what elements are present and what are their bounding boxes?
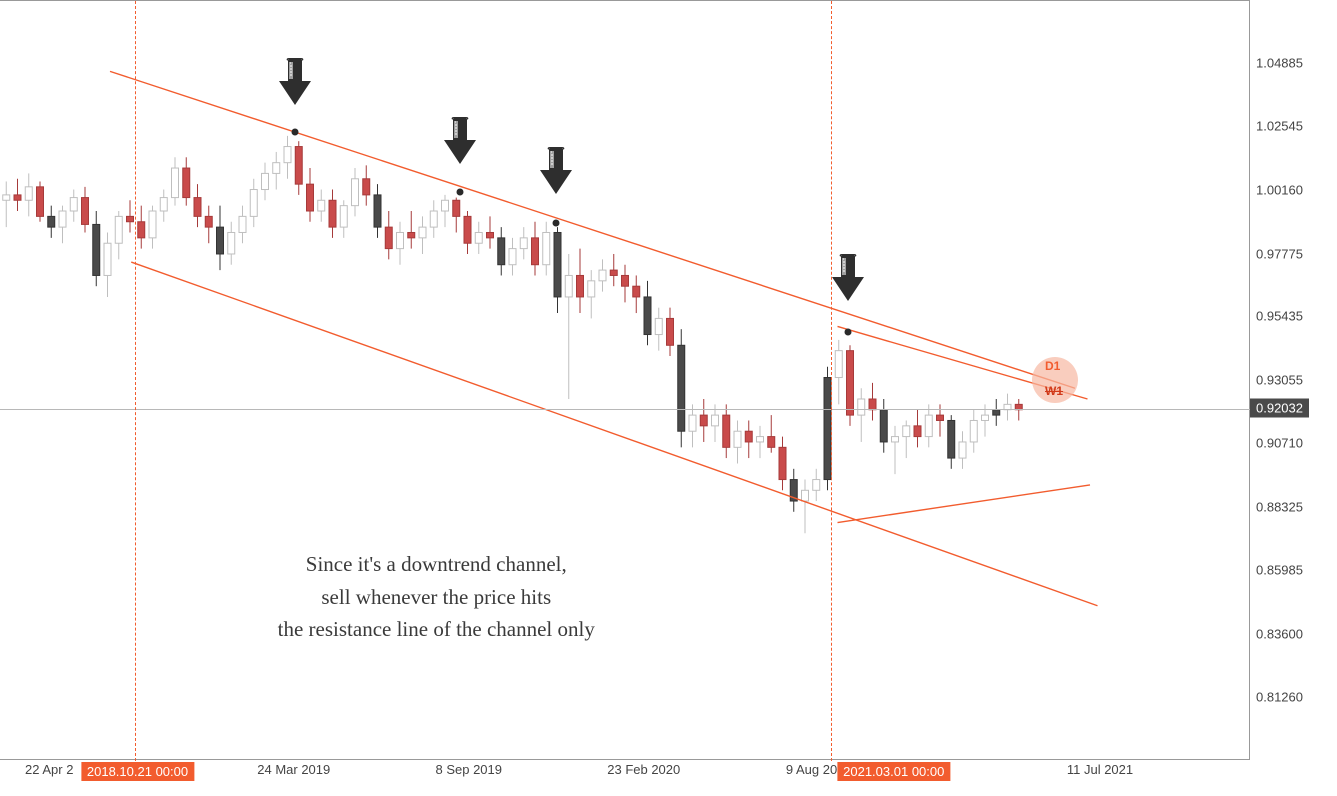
resistance-touch-arrow-icon bbox=[440, 116, 480, 176]
y-axis: 1.04885 1.02545 1.00160 0.97775 0.95435 0.930… bbox=[1250, 0, 1337, 760]
current-price-tag: 0.92032 bbox=[1250, 398, 1309, 417]
y-tick: 1.00160 bbox=[1256, 182, 1303, 197]
x-tick: 22 Apr 2 bbox=[25, 762, 73, 777]
resistance-touch-arrow-icon bbox=[275, 57, 315, 117]
plot-area[interactable]: D1 W1 Since it's a downtrend channel,sell… bbox=[0, 0, 1250, 760]
y-tick: 1.02545 bbox=[1256, 118, 1303, 133]
y-tick: 0.93055 bbox=[1256, 373, 1303, 388]
y-tick: 0.90710 bbox=[1256, 436, 1303, 451]
y-tick: 0.83600 bbox=[1256, 627, 1303, 642]
chart-container: D1 W1 Since it's a downtrend channel,sell… bbox=[0, 0, 1337, 796]
annotation-text: Since it's a downtrend channel,sell when… bbox=[206, 548, 666, 646]
trend-line-upper-channel bbox=[110, 71, 1075, 388]
timeframe-badge-W1: W1 bbox=[1045, 384, 1063, 398]
x-tick: 8 Sep 2019 bbox=[435, 762, 502, 777]
y-tick: 0.81260 bbox=[1256, 690, 1303, 705]
touch-dot bbox=[553, 220, 560, 227]
touch-dot bbox=[457, 189, 464, 196]
resistance-touch-arrow-icon bbox=[828, 253, 868, 313]
y-tick: 0.95435 bbox=[1256, 309, 1303, 324]
x-tick: 23 Feb 2020 bbox=[607, 762, 680, 777]
touch-dot bbox=[844, 328, 851, 335]
y-tick: 0.97775 bbox=[1256, 246, 1303, 261]
trend-line-new-support bbox=[838, 485, 1091, 523]
vertical-marker-line bbox=[135, 1, 136, 761]
y-tick: 1.04885 bbox=[1256, 55, 1303, 70]
x-tick: 24 Mar 2019 bbox=[257, 762, 330, 777]
timeframe-badge-D1: D1 bbox=[1045, 359, 1060, 373]
x-axis-highlight: 2018.10.21 00:00 bbox=[81, 762, 194, 781]
x-tick: 11 Jul 2021 bbox=[1067, 762, 1133, 777]
y-tick: 0.85985 bbox=[1256, 563, 1303, 578]
current-price-line bbox=[0, 409, 1250, 410]
y-tick: 0.88325 bbox=[1256, 500, 1303, 515]
vertical-marker-line bbox=[831, 1, 832, 761]
resistance-touch-arrow-icon bbox=[536, 146, 576, 206]
x-axis-highlight: 2021.03.01 00:00 bbox=[837, 762, 950, 781]
x-axis: 22 Apr 2 24 Mar 2019 8 Sep 2019 23 Feb 2020… bbox=[0, 762, 1250, 796]
touch-dot bbox=[292, 128, 299, 135]
